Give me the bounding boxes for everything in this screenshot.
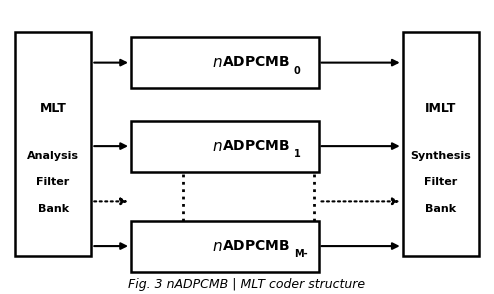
Text: Bank: Bank <box>38 204 69 214</box>
Bar <box>15 32 91 256</box>
Bar <box>131 121 319 172</box>
Text: $\mathit{n}$: $\mathit{n}$ <box>211 239 222 254</box>
Text: Synthesis: Synthesis <box>411 151 471 161</box>
Bar <box>131 220 319 272</box>
Text: $\mathbf{ADPCMB}$: $\mathbf{ADPCMB}$ <box>222 239 290 253</box>
Text: 0: 0 <box>294 66 301 76</box>
Bar <box>403 32 479 256</box>
Text: $\mathbf{ADPCMB}$: $\mathbf{ADPCMB}$ <box>222 139 290 153</box>
Text: Analysis: Analysis <box>27 151 79 161</box>
Text: Filter: Filter <box>424 177 457 187</box>
Text: $\mathbf{ADPCMB}$: $\mathbf{ADPCMB}$ <box>222 56 290 69</box>
Text: Bank: Bank <box>425 204 456 214</box>
Text: MLT: MLT <box>40 102 67 115</box>
Text: $\mathit{n}$: $\mathit{n}$ <box>211 55 222 70</box>
Text: $\mathit{n}$: $\mathit{n}$ <box>211 139 222 154</box>
Text: Filter: Filter <box>37 177 70 187</box>
Text: M-: M- <box>294 249 308 260</box>
Text: Fig. 3 nADPCMB | MLT coder structure: Fig. 3 nADPCMB | MLT coder structure <box>128 278 366 291</box>
Text: IMLT: IMLT <box>425 102 456 115</box>
Text: 1: 1 <box>294 149 301 160</box>
Bar <box>131 37 319 88</box>
